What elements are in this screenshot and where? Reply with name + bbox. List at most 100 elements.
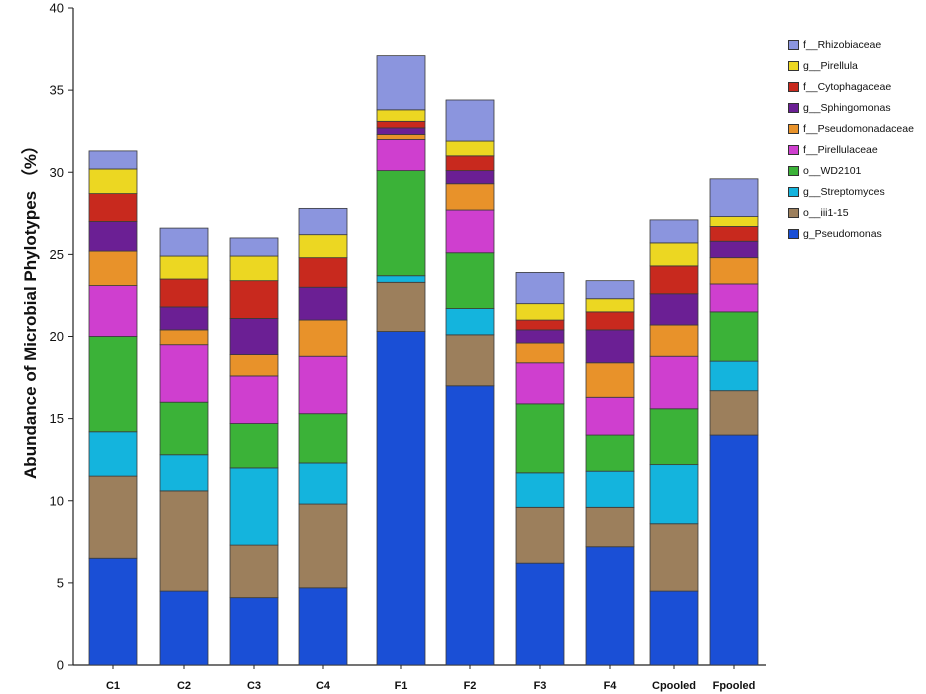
bar-segment-f3-5: [515, 342, 565, 364]
bar-segment-c2-1: [159, 490, 209, 592]
legend-swatch: [788, 60, 799, 71]
x-tick-label-c2: C2: [177, 680, 191, 692]
bar-segment-fpooled-9: [709, 178, 759, 217]
bar-segment-c4-6: [298, 286, 348, 321]
x-tick-label-f4: F4: [604, 680, 618, 692]
bar-segment-f2-4: [445, 209, 495, 254]
y-tick-label: 30: [50, 165, 64, 180]
bar-segment-c4-3: [298, 413, 348, 464]
legend-label: f__Pseudomonadaceae: [803, 122, 914, 135]
bar-segment-f1-5: [376, 134, 426, 140]
bar-segment-c3-5: [229, 354, 279, 377]
bar-segment-cpooled-9: [649, 219, 699, 244]
bar-segment-fpooled-8: [709, 216, 759, 227]
bar-segment-c1-4: [88, 285, 138, 337]
bar-segment-cpooled-1: [649, 523, 699, 592]
y-tick-label: 5: [57, 575, 64, 590]
x-tick-label-fpooled: Fpooled: [713, 680, 756, 692]
bar-segment-c1-8: [88, 168, 138, 195]
bar-segment-c3-1: [229, 544, 279, 599]
legend-swatch: [788, 81, 799, 92]
bar-segment-c1-5: [88, 250, 138, 286]
legend-swatch: [788, 228, 799, 239]
legend-label: g__Sphingomonas: [803, 101, 891, 114]
x-tick-label-f1: F1: [395, 680, 408, 692]
legend-label: g__Streptomyces: [803, 185, 885, 198]
bar-segment-f1-4: [376, 138, 426, 172]
legend-swatch: [788, 207, 799, 218]
bar-segment-cpooled-4: [649, 355, 699, 410]
bar-segment-f3-1: [515, 506, 565, 564]
y-tick-label: 40: [50, 1, 64, 16]
bar-segment-f1-0: [376, 331, 426, 666]
bar-segment-fpooled-2: [709, 360, 759, 392]
legend-item: f__Rhizobiaceae: [788, 34, 926, 55]
bar-segment-f4-7: [585, 311, 635, 331]
bar-segment-cpooled-3: [649, 408, 699, 466]
bar-segment-c3-9: [229, 237, 279, 257]
bar-segment-f1-8: [376, 109, 426, 122]
bar-segment-c1-0: [88, 557, 138, 666]
bar-segment-c3-3: [229, 423, 279, 469]
legend-item: f__Cytophagaceae: [788, 76, 926, 97]
bar-segment-c2-4: [159, 344, 209, 403]
bar-segment-c4-1: [298, 503, 348, 589]
bar-segment-fpooled-3: [709, 311, 759, 362]
bar-segment-cpooled-0: [649, 590, 699, 666]
bar-segment-f2-1: [445, 334, 495, 387]
bar-segment-f4-1: [585, 506, 635, 548]
bar-segment-c4-2: [298, 462, 348, 505]
bar-segment-c4-9: [298, 207, 348, 236]
legend-label: g__Pirellula: [803, 59, 858, 72]
y-tick-label: 0: [57, 658, 64, 673]
bar-segment-c4-7: [298, 257, 348, 288]
legend-swatch: [788, 165, 799, 176]
bar-segment-f3-4: [515, 362, 565, 405]
bar-segment-c3-2: [229, 467, 279, 546]
bar-segment-f4-4: [585, 396, 635, 436]
bar-segment-f3-6: [515, 329, 565, 344]
y-tick-label: 25: [50, 247, 64, 262]
bar-segment-cpooled-2: [649, 464, 699, 525]
bar-segment-f2-5: [445, 183, 495, 211]
legend-item: g__Streptomyces: [788, 181, 926, 202]
bar-segment-fpooled-6: [709, 240, 759, 259]
bar-segment-c1-3: [88, 336, 138, 433]
x-tick-label-c1: C1: [106, 680, 120, 692]
bar-segment-c2-5: [159, 329, 209, 346]
legend-item: f__Pseudomonadaceae: [788, 118, 926, 139]
legend-label: g_Pseudomonas: [803, 227, 882, 240]
x-tick-label-cpooled: Cpooled: [652, 680, 696, 692]
bar-segment-f3-9: [515, 272, 565, 305]
bar-segment-c2-0: [159, 590, 209, 666]
bar-segment-cpooled-8: [649, 242, 699, 267]
bar-segment-c4-4: [298, 355, 348, 415]
bar-segment-c2-3: [159, 401, 209, 456]
legend-item: g__Pirellula: [788, 55, 926, 76]
bar-segment-f4-2: [585, 470, 635, 508]
y-tick-label: 15: [50, 411, 64, 426]
bar-segment-f3-0: [515, 562, 565, 666]
bar-segment-f4-5: [585, 362, 635, 398]
bar-segment-c3-7: [229, 280, 279, 319]
y-axis-label: Abundance of Microbial Phylotypes （%）: [20, 137, 40, 479]
bar-segment-f2-9: [445, 99, 495, 142]
bar-segment-cpooled-6: [649, 293, 699, 326]
bar-segment-cpooled-5: [649, 324, 699, 357]
bar-segment-f1-1: [376, 281, 426, 332]
bar-segment-c4-8: [298, 234, 348, 259]
bar-segment-f1-2: [376, 275, 426, 283]
bar-segment-c2-6: [159, 306, 209, 331]
legend-label: f__Cytophagaceae: [803, 80, 892, 93]
bar-segment-f4-9: [585, 280, 635, 300]
bar-segment-f1-3: [376, 170, 426, 277]
bar-segment-f1-9: [376, 55, 426, 111]
legend-swatch: [788, 102, 799, 113]
bar-segment-f2-0: [445, 385, 495, 666]
legend-item: g__Sphingomonas: [788, 97, 926, 118]
bar-segment-fpooled-1: [709, 390, 759, 436]
bar-segment-c1-6: [88, 221, 138, 252]
x-tick-label-f3: F3: [534, 680, 547, 692]
bar-segment-c1-2: [88, 431, 138, 477]
